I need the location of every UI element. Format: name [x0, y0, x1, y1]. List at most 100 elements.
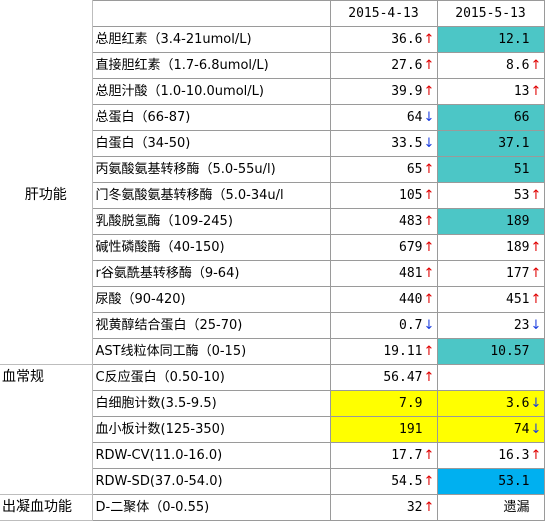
result-cell-date-2: 74↓	[436, 416, 545, 443]
test-item-name: r谷氨酰基转移酶（9-64)	[91, 260, 331, 287]
corner-cell	[0, 0, 93, 27]
category-blood-routine: 血常规	[0, 364, 93, 495]
test-item-name: AST线粒体同工酶（0-15)	[91, 338, 331, 365]
result-value: 7.9	[399, 396, 423, 411]
arrow-up-icon: ↑	[423, 32, 435, 47]
result-cell-date-2: 66	[436, 104, 545, 131]
arrow-up-icon: ↑	[423, 214, 435, 229]
result-value: 37.1	[498, 136, 530, 151]
result-value: 481	[399, 266, 423, 281]
result-cell-date-1: 481↑	[329, 260, 438, 287]
result-value: 3.6	[506, 396, 530, 411]
result-value: 105	[399, 188, 423, 203]
arrow-up-icon: ↑	[530, 58, 542, 73]
result-value: 36.6	[391, 32, 423, 47]
result-value: 0.7	[399, 318, 423, 333]
result-value: 遗漏	[503, 500, 530, 515]
table-row: 血常规 C反应蛋白（0.50-10) 56.47↑	[0, 364, 545, 495]
arrow-up-icon: ↑	[423, 58, 435, 73]
result-cell-date-1: 483↑	[329, 208, 438, 235]
result-cell-date-1: 191	[329, 416, 438, 443]
table-row: RDW-CV(11.0-16.0) 17.7↑ 16.3↑	[0, 442, 545, 469]
result-value: 33.5	[391, 136, 423, 151]
result-cell-date-1: 19.11↑	[329, 338, 438, 365]
table-row: 血小板计数(125-350) 191 74↓	[0, 416, 545, 443]
result-cell-date-2: 13↑	[436, 78, 545, 105]
result-cell-date-2: 3.6↓	[436, 390, 545, 417]
result-value: 64	[406, 110, 423, 125]
result-value: 16.3	[498, 448, 530, 463]
result-value: 53	[513, 188, 530, 203]
item-header-cell	[91, 0, 331, 27]
test-item-name: 门冬氨酸氨基转移酶（5.0-34u/l	[91, 182, 331, 209]
result-cell-date-1: 440↑	[329, 286, 438, 313]
table-row: 肝功能 总胆红素（3.4-21umol/L) 36.6↑ 12.1	[0, 26, 545, 365]
result-value: 451	[506, 292, 530, 307]
result-cell-date-2: 189↑	[436, 234, 545, 261]
result-value: 51	[513, 162, 530, 177]
result-cell-date-2: 遗漏	[436, 494, 545, 521]
result-cell-date-1: 27.6↑	[329, 52, 438, 79]
result-cell-date-1: 32↑	[329, 494, 438, 521]
result-value: 17.7	[391, 448, 423, 463]
result-cell-date-2: 51	[436, 156, 545, 183]
test-item-name: 总胆汁酸（1.0-10.0umol/L)	[91, 78, 331, 105]
result-value: 12.1	[498, 32, 530, 47]
result-value: 66	[513, 110, 530, 125]
result-cell-date-1: 56.47↑	[329, 364, 438, 391]
result-value: 65	[406, 162, 423, 177]
result-cell-date-1: 0.7↓	[329, 312, 438, 339]
result-cell-date-2: 37.1	[436, 130, 545, 157]
table-row: 门冬氨酸氨基转移酶（5.0-34u/l 105 ↑ 53↑	[0, 182, 545, 209]
table-row: 白蛋白（34-50) 33.5↓ 37.1	[0, 130, 545, 157]
test-item-name: 白蛋白（34-50)	[91, 130, 331, 157]
test-item-name: 血小板计数(125-350)	[91, 416, 331, 443]
test-item-name: RDW-CV(11.0-16.0)	[91, 442, 331, 469]
result-value: 27.6	[391, 58, 423, 73]
arrow-up-icon: ↑	[530, 240, 542, 255]
test-item-name: D-二聚体（0-0.55)	[91, 494, 331, 521]
result-cell-date-2	[436, 364, 545, 391]
result-value: 10.57	[490, 344, 530, 359]
result-value: 23	[513, 318, 530, 333]
arrow-down-icon: ↓	[423, 318, 435, 333]
arrow-down-icon: ↓	[423, 110, 435, 125]
result-cell-date-1: 7.9	[329, 390, 438, 417]
arrow-up-icon: ↑	[423, 500, 435, 515]
result-cell-date-1: 64↓	[329, 104, 438, 131]
result-cell-date-2: 53.1	[436, 468, 545, 495]
arrow-up-icon: ↑	[530, 188, 542, 203]
test-item-name: 丙氨酸氨基转移酶（5.0-55u/l)	[91, 156, 331, 183]
test-item-name: 直接胆红素（1.7-6.8umol/L)	[91, 52, 331, 79]
date-header-2: 2015-5-13	[436, 0, 545, 27]
result-value: 189	[506, 214, 530, 229]
result-cell-date-2: 189	[436, 208, 545, 235]
result-value: 483	[399, 214, 423, 229]
result-cell-date-2: 451↑	[436, 286, 545, 313]
result-cell-date-2: 23↓	[436, 312, 545, 339]
result-value: 32	[406, 500, 423, 515]
table-row: 直接胆红素（1.7-6.8umol/L) 27.6↑ 8.6↑	[0, 52, 545, 79]
result-cell-date-1: 17.7↑	[329, 442, 438, 469]
table-row: 总胆汁酸（1.0-10.0umol/L) 39.9↑ 13↑	[0, 78, 545, 105]
arrow-up-icon: ↑	[423, 84, 435, 99]
result-cell-date-2: 53↑	[436, 182, 545, 209]
test-item-name: 总蛋白（66-87)	[91, 104, 331, 131]
result-cell-date-1: 679↑	[329, 234, 438, 261]
table-row: 出凝血功能 D-二聚体（0-0.55) 32↑ 遗漏	[0, 494, 545, 521]
result-cell-date-1: 39.9↑	[329, 78, 438, 105]
category-coagulation: 出凝血功能	[0, 494, 93, 521]
category-liver: 肝功能	[0, 26, 93, 365]
result-value: 189	[506, 240, 530, 255]
result-value: 39.9	[391, 84, 423, 99]
arrow-up-icon: ↑	[423, 292, 435, 307]
result-cell-date-2: 8.6↑	[436, 52, 545, 79]
arrow-up-icon: ↑	[423, 266, 435, 281]
table-row: RDW-SD(37.0-54.0) 54.5↑ 53.1	[0, 468, 545, 495]
arrow-down-icon: ↓	[530, 396, 542, 411]
arrow-up-icon: ↑	[530, 266, 542, 281]
test-item-name: RDW-SD(37.0-54.0)	[91, 468, 331, 495]
result-value: 74	[513, 422, 530, 437]
result-value: 8.6	[506, 58, 530, 73]
